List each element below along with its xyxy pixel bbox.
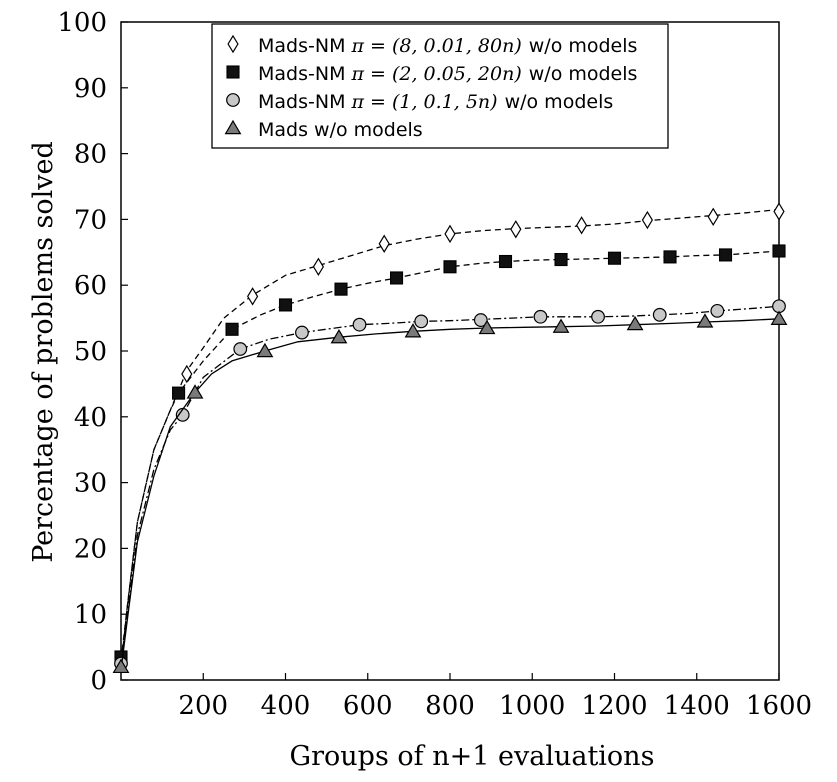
series-line <box>120 318 780 671</box>
x-tick-label: 1000 <box>499 691 565 721</box>
series-line <box>120 208 780 667</box>
data-point <box>186 384 204 399</box>
y-tick-label: 100 <box>57 8 107 38</box>
data-point <box>554 252 568 267</box>
data-point <box>246 287 259 306</box>
legend-label: Mads-NM π = (8, 0.01, 80n) w/o models <box>258 35 637 57</box>
data-point <box>591 309 605 324</box>
data-point <box>404 323 422 338</box>
data-point <box>443 260 457 274</box>
data-point <box>696 313 714 328</box>
series-3 <box>114 299 786 671</box>
legend-marker <box>226 93 240 107</box>
data-point <box>256 342 274 358</box>
data-point <box>575 216 588 235</box>
data-point <box>330 328 348 344</box>
y-tick-label: 40 <box>74 403 107 433</box>
data-point <box>663 250 677 264</box>
legend-marker <box>226 65 240 79</box>
data-point <box>607 251 622 265</box>
legend-label: Mads w/o models <box>258 119 423 141</box>
y-tick-label: 60 <box>74 271 107 301</box>
data-point <box>641 210 654 230</box>
data-point <box>626 315 644 331</box>
legend-box <box>211 23 669 149</box>
data-point <box>352 317 367 332</box>
x-tick-label: 400 <box>261 691 311 721</box>
axis-layer: 0 10 20 30 40 50 60 70 80 90 100 200 400 600 800 1000 12… <box>57 8 812 721</box>
data-point <box>334 282 348 296</box>
y-tick-label: 70 <box>74 205 107 235</box>
series-1 <box>115 202 785 670</box>
x-tick-label: 1400 <box>664 691 730 721</box>
y-tick-label: 50 <box>74 337 107 367</box>
data-point <box>770 310 788 325</box>
legend-label: Mads-NM π = (2, 0.05, 20n) w/o models <box>258 63 637 85</box>
legend: Mads-NM π = (8, 0.01, 80n) w/o models Mads-… <box>211 23 669 149</box>
y-axis-label: Percentage of problems solved <box>28 141 59 563</box>
data-point <box>112 658 130 674</box>
x-tick-label: 800 <box>425 691 475 721</box>
data-point <box>233 342 248 356</box>
y-tick-label: 20 <box>74 534 107 564</box>
data-point <box>533 309 548 324</box>
data-point <box>444 224 456 244</box>
data-point <box>478 319 496 335</box>
y-tick-label: 0 <box>90 666 107 696</box>
data-point <box>652 307 667 322</box>
data-point <box>181 364 193 384</box>
legend-item: Mads-NM π = (2, 0.05, 20n) w/o models <box>226 63 637 85</box>
y-tick-label: 30 <box>74 469 107 499</box>
data-point <box>225 322 239 336</box>
data-point <box>172 386 186 400</box>
legend-marker <box>227 34 239 54</box>
data-point <box>389 271 404 285</box>
x-tick-label: 1200 <box>581 691 647 721</box>
y-tick-label: 80 <box>74 140 107 170</box>
x-axis-label: Groups of n+1 evaluations <box>290 741 655 772</box>
data-point <box>773 202 785 221</box>
data-point <box>278 298 293 312</box>
y-tick-label: 10 <box>74 600 107 630</box>
data-point <box>414 314 429 329</box>
legend-label: Mads-NM π = (1, 0.1, 5n) w/o models <box>258 91 613 113</box>
series-line <box>120 250 780 661</box>
y-tick-label: 90 <box>74 74 107 104</box>
legend-item: Mads-NM π = (8, 0.01, 80n) w/o models <box>227 34 637 57</box>
data-point <box>498 254 513 269</box>
data-point <box>378 234 390 253</box>
data-point <box>552 318 570 333</box>
legend-item: Mads w/o models <box>224 119 423 141</box>
legend-item: Mads-NM π = (1, 0.1, 5n) w/o models <box>226 91 613 113</box>
data-point <box>707 207 719 226</box>
data-point <box>510 220 522 239</box>
x-tick-label: 600 <box>343 691 393 721</box>
series-line <box>120 305 780 667</box>
series-layer <box>112 202 788 674</box>
x-tick-label: 200 <box>178 691 228 721</box>
data-point <box>312 257 325 276</box>
data-point <box>718 248 733 262</box>
data-point <box>710 303 725 318</box>
series-2 <box>114 244 786 664</box>
data-point <box>295 325 309 340</box>
data-point <box>772 244 786 258</box>
legend-marker <box>224 119 242 135</box>
series-4 <box>112 310 788 674</box>
x-tick-label: 1600 <box>746 691 812 721</box>
